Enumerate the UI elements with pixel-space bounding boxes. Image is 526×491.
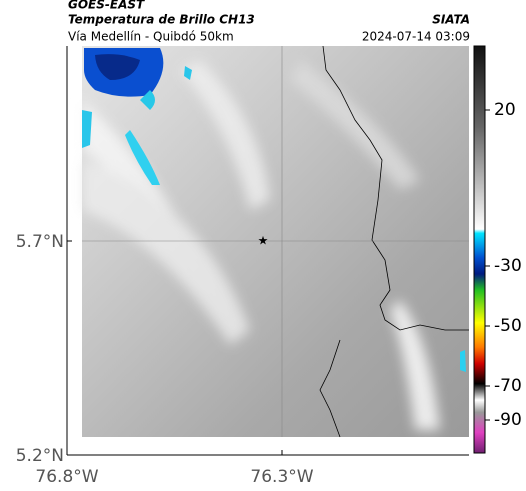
colorbar-tick: 20: [494, 100, 516, 120]
source-title: GOES-EAST: [68, 0, 145, 12]
colorbar-tick: -90: [494, 410, 522, 430]
agency: SIATA: [432, 13, 470, 27]
lat-label: 5.2°N: [16, 446, 64, 466]
colorbar-tick: -70: [494, 376, 522, 396]
product-title: Temperatura de Brillo CH13: [68, 13, 255, 27]
axes: [66, 46, 469, 456]
colorbar-tick: -30: [494, 256, 522, 276]
colorbar-tick: -50: [494, 316, 522, 336]
lon-label: 76.8°W: [35, 467, 98, 487]
region: Vía Medellín - Quibdó 50km: [68, 30, 234, 44]
timestamp: 2024-07-14 03:09: [362, 30, 470, 44]
lon-label: 76.3°W: [250, 467, 313, 487]
colorbar: [473, 45, 490, 454]
satellite-image: ★: [82, 45, 469, 438]
lat-label: 5.7°N: [16, 232, 64, 252]
svg-text:★: ★: [258, 234, 269, 248]
